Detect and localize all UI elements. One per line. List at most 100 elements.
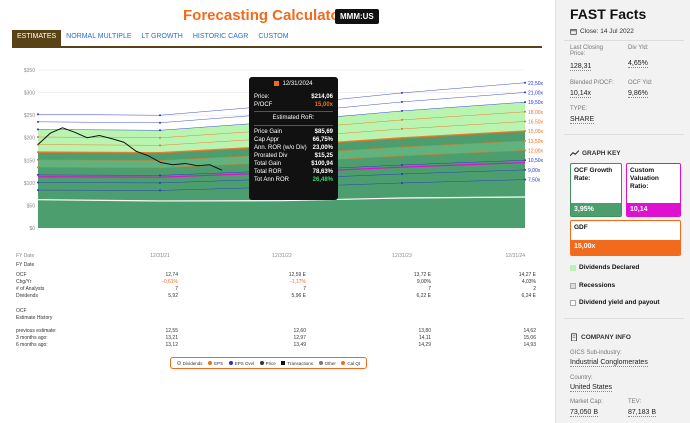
multiple-point — [524, 139, 526, 142]
multiple-point — [401, 91, 403, 94]
multiple-point — [159, 129, 161, 132]
chart-tooltip: 12/31/2024 Price: $214,06 P/OCF 15,00x Est… — [249, 77, 338, 200]
multiple-point — [37, 151, 39, 154]
multiple-label: 15,00x — [528, 129, 544, 135]
main-panel: Forecasting Calculators MMM:US ESTIMATES… — [0, 7, 548, 369]
legend-item-eps[interactable]: EPS — [208, 361, 223, 366]
multiple-point — [37, 128, 39, 131]
title-row: Forecasting Calculators MMM:US — [0, 7, 548, 27]
gics-label: GICS Sub-industry: — [570, 350, 622, 356]
y-tick-label: $250 — [24, 113, 35, 119]
page-title: Forecasting Calculators — [183, 7, 354, 24]
legend-item-dividends[interactable]: Dividends — [176, 361, 203, 366]
legend-item-other[interactable]: Other — [318, 361, 336, 366]
table-row: Estimate History — [16, 315, 53, 321]
key-dividends-declared[interactable]: Dividends Declared — [570, 264, 639, 271]
tab-normal-multiple[interactable]: NORMAL MULTIPLE — [66, 33, 132, 40]
multiple-point — [37, 158, 39, 161]
market-cap-label: Market Cap: — [570, 399, 603, 405]
table-row: FY Date — [16, 262, 35, 268]
multiple-point — [401, 145, 403, 148]
blended-pocf-value: 10,14x — [570, 90, 592, 98]
multiple-point — [159, 144, 161, 147]
multiple-point — [401, 109, 403, 112]
table-row: Chg/Yr -0,61% -1,17% 9,00% 4,03% — [16, 279, 536, 285]
ocf-growth-box[interactable]: OCF Growth Rate: 3,95% — [570, 163, 622, 217]
chart-legend: Dividends EPS EPS Ovvl Price Transaction… — [170, 357, 367, 369]
multiple-label: 22,50x — [528, 81, 544, 87]
table-row: 6 months ago: 13,12 13,49 14,29 14,93 — [16, 342, 536, 348]
custom-valuation-box[interactable]: Custom Valuation Ratio: 10,14 — [626, 163, 681, 217]
y-tick-label: $50 — [27, 203, 36, 209]
last-close-value: 128,31 — [570, 63, 592, 71]
ocf-yld-label: OCF Yld: — [628, 80, 653, 86]
multiple-point — [159, 181, 161, 184]
gdf-box[interactable]: GDF 15,00x — [570, 220, 681, 256]
multiple-point — [524, 120, 526, 123]
type-value: SHARE — [570, 116, 595, 124]
tab-custom[interactable]: CUSTOM — [258, 33, 289, 40]
multiple-label: 10,50x — [528, 158, 544, 164]
key-dividend-yield[interactable]: Dividend yield and payout — [570, 299, 660, 306]
div-yld-label: Div Yld: — [628, 45, 649, 51]
line-chart-icon — [570, 150, 579, 157]
tev-value: 87,183 B — [628, 409, 657, 417]
x-tick-label: 12/31/21 — [150, 253, 170, 259]
legend-item-eps-ovvl[interactable]: EPS Ovvl — [228, 361, 254, 366]
tab-estimates[interactable]: ESTIMATES — [12, 30, 62, 46]
multiple-point — [37, 181, 39, 184]
multiple-point — [159, 166, 161, 169]
table-row: # of Analysts 7 7 7 2 — [16, 286, 536, 292]
tooltip-row: Prorated Div $15,25 — [254, 153, 333, 160]
table-row: OCF 12,74 12,59 E 13,72 E 14,27 E — [16, 272, 536, 278]
multiple-label: 18,00x — [528, 110, 544, 116]
legend-item-price[interactable]: Price — [259, 361, 276, 366]
tooltip-row: Ann. ROR (w/o Div) 23,00% — [254, 145, 333, 152]
type-label: TYPE: — [570, 106, 588, 112]
multiple-point — [401, 172, 403, 175]
tab-historic-cagr[interactable]: HISTORIC CAGR — [192, 33, 249, 40]
key-recessions[interactable]: Recessions — [570, 282, 615, 289]
ocf-yld-value: 9,86% — [628, 90, 648, 98]
multiple-point — [159, 159, 161, 162]
tooltip-row: Total ROR 78,63% — [254, 169, 333, 176]
tab-bar: ESTIMATES NORMAL MULTIPLE LT GROWTH HIST… — [12, 30, 294, 46]
x-tick-label: 12/31/24 — [506, 253, 526, 259]
y-tick-label: $150 — [24, 158, 35, 164]
y-tick-label: $200 — [24, 136, 35, 142]
multiple-label: 13,50x — [528, 139, 544, 145]
tab-lt-growth[interactable]: LT GROWTH — [141, 33, 183, 40]
x-tick-label: 12/31/23 — [392, 253, 412, 259]
tooltip-date: 12/31/2024 — [254, 81, 333, 87]
multiple-point — [159, 151, 161, 154]
multiple-point — [159, 136, 161, 139]
close-date: Close: 14 Jul 2022 — [570, 28, 634, 35]
multiple-point — [37, 113, 39, 116]
multiple-point — [37, 135, 39, 138]
multiple-point — [401, 100, 403, 103]
multiple-point — [524, 91, 526, 94]
tooltip-estimated-header: Estimated RoR: — [272, 115, 315, 122]
ticker-badge: MMM:US — [335, 9, 379, 24]
x-tick-label: 12/31/22 — [272, 253, 292, 259]
last-close-label: Last Closing Price: — [570, 45, 604, 57]
multiple-label: 9,00x — [528, 168, 541, 174]
y-tick-label: $350 — [24, 68, 35, 74]
table-row: Dividends 5,92 5,96 E 6,22 E 6,24 E — [16, 293, 536, 299]
multiple-point — [524, 130, 526, 133]
multiple-point — [524, 110, 526, 113]
legend-item-transactions[interactable]: Transactions — [281, 361, 313, 366]
company-info-title: COMPANY INFO — [570, 333, 631, 341]
gics-value: Industrial Conglomerates — [570, 359, 648, 367]
multiple-point — [159, 121, 161, 124]
legend-item-cal-qt[interactable]: Cal Qt — [341, 361, 360, 366]
sidebar-title: FAST Facts — [570, 6, 647, 22]
multiple-point — [159, 174, 161, 177]
multiple-point — [37, 120, 39, 123]
tooltip-row: P/OCF 15,00x — [254, 102, 333, 109]
table-row: previous estimate: 12,55 12,60 13,80 14,… — [16, 328, 536, 334]
building-icon — [571, 333, 577, 341]
market-cap-value: 73,050 B — [570, 409, 599, 417]
multiple-label: 16,50x — [528, 119, 544, 125]
multiple-label: 7,50x — [528, 178, 541, 184]
